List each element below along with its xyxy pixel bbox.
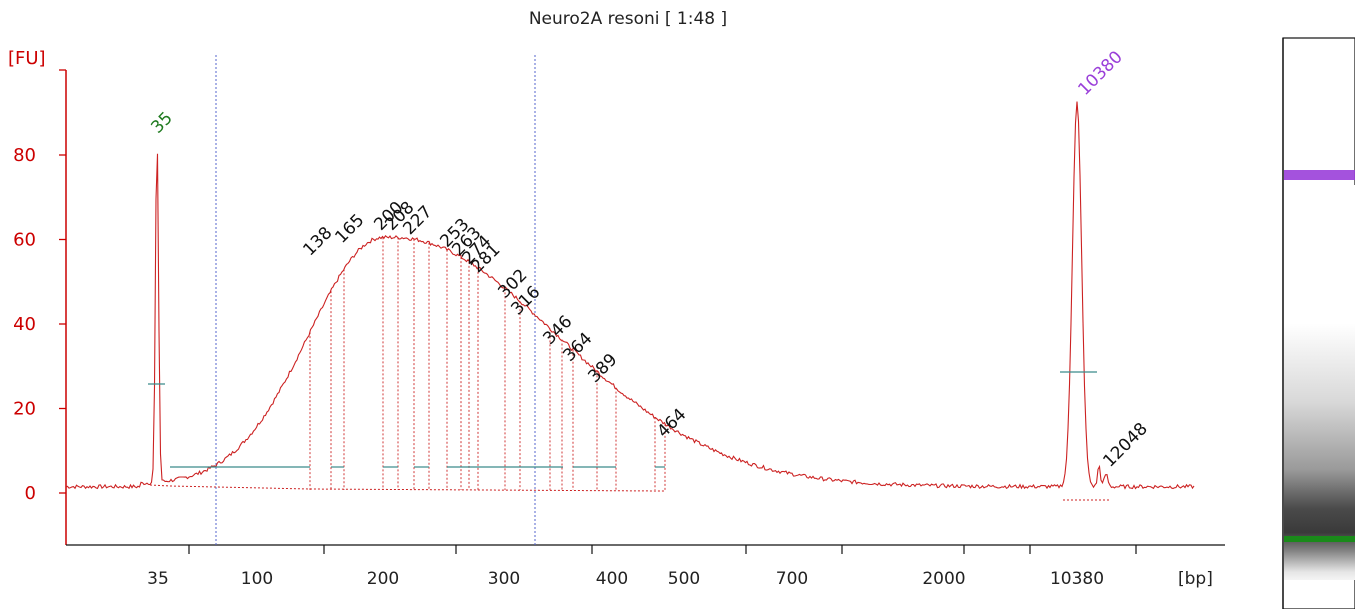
x-tick-label: 35	[147, 569, 169, 589]
y-tick-label: 20	[13, 399, 36, 420]
y-tick-label: 0	[25, 483, 36, 504]
chart-title: Neuro2A resoni [ 1:48 ]	[529, 9, 727, 29]
plot-area: 0 20 40 60 80 35 100 200 300 400 500 700 2000 10380 35…	[13, 47, 1225, 589]
gel-lane	[1282, 37, 1355, 609]
y-tick-label: 80	[13, 145, 36, 166]
gel-smear	[1284, 185, 1355, 580]
x-tick-label: 100	[241, 569, 273, 589]
integration-baseline	[149, 484, 665, 492]
y-unit-label: [FU]	[8, 48, 46, 69]
y-tick-label: 40	[13, 314, 36, 335]
x-tick-label: 400	[596, 569, 628, 589]
peak-label: 10380	[1074, 47, 1126, 99]
x-tick-label: 2000	[922, 569, 965, 589]
x-tick-label: 500	[668, 569, 700, 589]
x-tick-label: 300	[488, 569, 520, 589]
peak-label: 35	[147, 108, 176, 137]
x-tick-label: 200	[367, 569, 399, 589]
x-tick-label: 10380	[1050, 569, 1104, 589]
y-tick-label: 60	[13, 230, 36, 251]
gel-lower-marker-band	[1284, 536, 1355, 542]
gel-upper-marker-band	[1284, 170, 1355, 180]
peak-label: 389	[584, 350, 621, 387]
peak-label: 12048	[1099, 419, 1151, 471]
peak-label: 138	[299, 223, 336, 260]
x-unit-label: [bp]	[1178, 569, 1213, 589]
x-tick-label: 700	[776, 569, 808, 589]
peak-label: 165	[331, 210, 368, 247]
electropherogram-trace	[65, 101, 1195, 490]
